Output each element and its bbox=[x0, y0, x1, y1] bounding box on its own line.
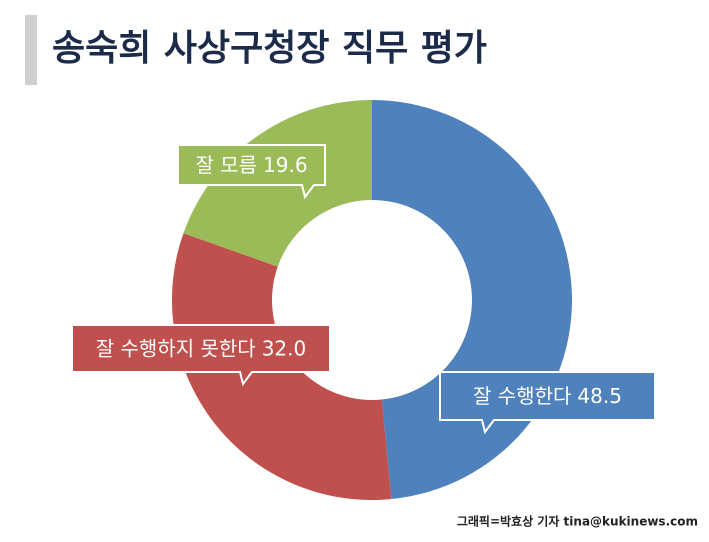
credit: 그래픽=박효상 기자 tina@kukinews.com bbox=[457, 514, 698, 529]
category-label: 잘 수행하지 못한다 bbox=[96, 336, 256, 360]
category-label: 잘 수행한다 bbox=[473, 384, 571, 408]
callout-box bbox=[439, 371, 656, 435]
callout-box bbox=[71, 324, 331, 387]
value-label: 48.5 bbox=[577, 384, 622, 408]
value-label: 32.0 bbox=[262, 336, 307, 360]
title-bar bbox=[25, 15, 37, 85]
slice bbox=[372, 100, 572, 500]
callout-label: 잘 수행한다 48.5 bbox=[473, 384, 622, 408]
chart-title: 송숙희 사상구청장 직무 평가 bbox=[52, 28, 487, 69]
callout-label: 잘 모름 19.6 bbox=[195, 153, 307, 177]
callout-box bbox=[177, 144, 326, 200]
category-label: 잘 모름 bbox=[195, 153, 257, 177]
callout-label: 잘 수행하지 못한다 32.0 bbox=[96, 336, 306, 360]
value-label: 19.6 bbox=[263, 153, 308, 177]
